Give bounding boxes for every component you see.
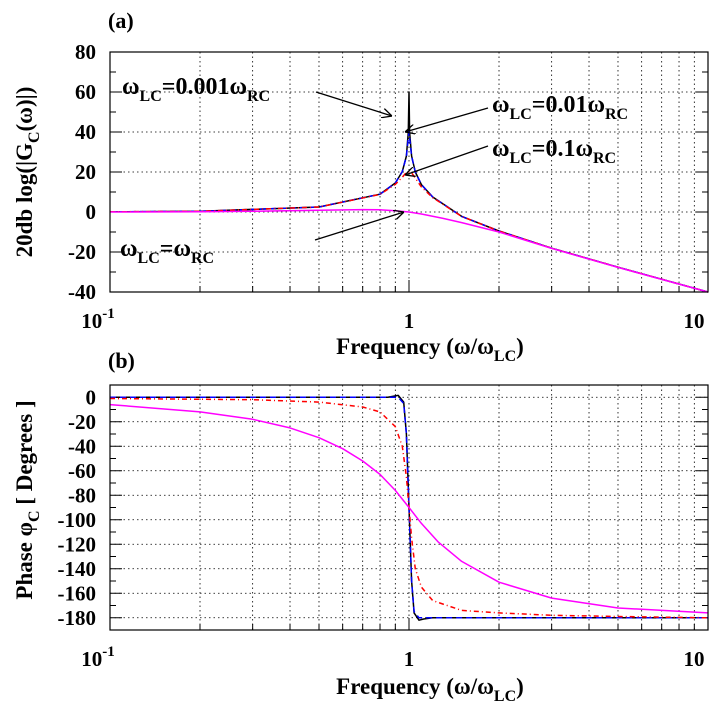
y-tick-label: -160 — [58, 581, 97, 605]
x-tick-label: 10-1 — [81, 644, 115, 671]
y-tick-label: 0 — [86, 200, 97, 224]
y-tick-label: 0 — [86, 385, 97, 409]
annotation-arrow — [315, 91, 392, 116]
annotation-arrow — [405, 107, 489, 132]
y-axis-title: 20db log(|GC(ω)|) — [12, 87, 43, 258]
x-tick-label: 10 — [684, 309, 705, 333]
y-tick-label: -180 — [58, 606, 97, 630]
y-tick-label: -20 — [68, 240, 96, 264]
annotation-arrow — [314, 212, 404, 241]
y-tick-label: -60 — [68, 459, 96, 483]
y-tick-label: -40 — [68, 434, 96, 458]
series-line — [109, 131, 709, 293]
panel-a: -40 -20 0 20 40 60 80 10-1 1 10 Frequency (ω/ωLC) 2… — [12, 8, 709, 365]
y-axis-title: Phase φC [ Degrees ] — [12, 400, 43, 599]
series-annotation: ωLC=0.001ωRC — [122, 74, 270, 105]
y-tick-label: -20 — [68, 410, 96, 434]
x-tick-label: 1 — [404, 309, 415, 333]
plot-frame — [109, 384, 709, 631]
annotation-arrow — [405, 145, 489, 175]
panel-label: (a) — [108, 8, 134, 33]
panel-b: -180-160-140-120-100-80-60-40-200 10-1 1 10… — [12, 348, 709, 705]
y-tick-label: -120 — [58, 532, 97, 556]
x-tick-label: 10 — [684, 647, 705, 671]
y-tick-label: -100 — [58, 508, 97, 532]
x-axis-title: Frequency (ω/ωLC) — [336, 334, 524, 365]
series-annotation: ωLC=0.1ωRC — [492, 136, 616, 167]
series-line — [110, 396, 708, 619]
series-annotation: ωLC=0.01ωRC — [492, 92, 628, 123]
series-annotation: ωLC=ωRC — [120, 236, 214, 267]
x-tick-label: 1 — [404, 647, 415, 671]
x-axis-title: Frequency (ω/ωLC) — [336, 674, 524, 705]
series-line — [109, 403, 709, 614]
series-line — [109, 208, 709, 293]
y-tick-label: -140 — [58, 557, 97, 581]
x-tick-label: 10-1 — [81, 306, 115, 333]
panel-label: (b) — [108, 348, 135, 373]
y-tick-label: 40 — [75, 120, 96, 144]
y-tick-label: -80 — [68, 483, 96, 507]
y-tick-label: 60 — [75, 80, 96, 104]
y-tick-label: -40 — [68, 280, 96, 304]
plot-frame — [109, 51, 709, 293]
y-tick-label: 80 — [75, 40, 96, 64]
y-tick-label: 20 — [75, 160, 96, 184]
